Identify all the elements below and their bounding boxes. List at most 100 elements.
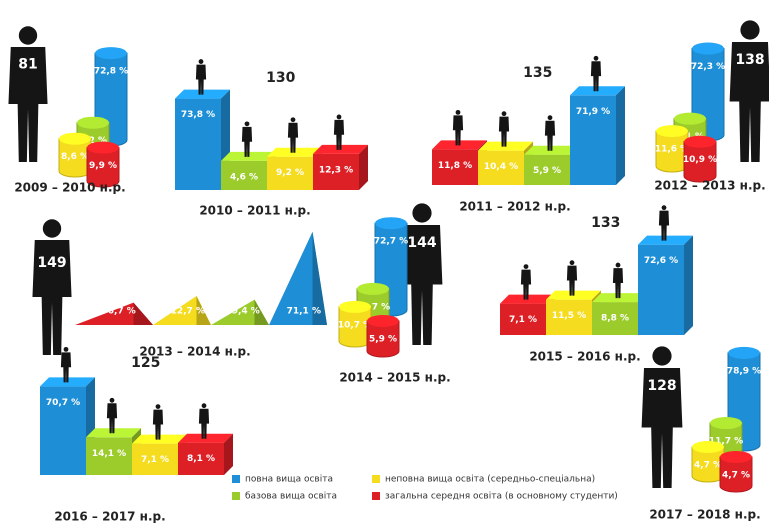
legend-label: базова вища освіта bbox=[245, 492, 337, 502]
person-silhouette bbox=[590, 61, 602, 92]
cylinder-top bbox=[692, 42, 724, 55]
step-side bbox=[224, 433, 233, 475]
value-label: 5,9 % bbox=[533, 166, 561, 176]
value-label: 8,6 % bbox=[61, 152, 89, 162]
value-label: 72,3 % bbox=[691, 62, 725, 72]
value-label: 14,1 % bbox=[92, 449, 126, 459]
person-head bbox=[740, 20, 760, 40]
cylinder-top bbox=[692, 441, 724, 454]
person-silhouette bbox=[729, 42, 769, 162]
cylinder-top bbox=[59, 132, 91, 145]
total-count: 128 bbox=[647, 378, 676, 394]
value-label: 11,7 % bbox=[709, 437, 743, 447]
cylinder-top bbox=[674, 112, 706, 125]
value-label: 9,4 % bbox=[232, 307, 260, 317]
value-label: 4,7 % bbox=[722, 471, 750, 481]
person-silhouette bbox=[658, 210, 670, 241]
total-count: 130 bbox=[266, 70, 295, 86]
legend-label: неповна вища освіта (середньо-спеціальна… bbox=[385, 475, 595, 485]
total-count: 135 bbox=[523, 65, 552, 81]
step-bar bbox=[313, 153, 359, 190]
pyramid-side bbox=[133, 302, 153, 325]
step-bar bbox=[638, 244, 684, 335]
cylinder-top bbox=[87, 141, 119, 154]
person-silhouette bbox=[544, 120, 556, 151]
value-label: 5,9 % bbox=[369, 334, 397, 344]
value-label: 7,1 % bbox=[141, 455, 169, 465]
person-silhouette bbox=[60, 352, 72, 383]
step-bar bbox=[178, 442, 224, 475]
value-label: 11,5 % bbox=[552, 311, 586, 321]
total-count: 133 bbox=[591, 215, 620, 231]
value-label: 9,9 % bbox=[89, 161, 117, 171]
step-bar bbox=[546, 299, 592, 335]
step-bar bbox=[86, 437, 132, 475]
year-label: 2016 – 2017 н.р. bbox=[54, 510, 165, 524]
person-silhouette bbox=[401, 225, 443, 345]
person-head bbox=[652, 346, 672, 366]
value-label: 10,4 % bbox=[484, 162, 518, 172]
person-silhouette bbox=[287, 122, 299, 153]
legend-label: повна вища освіта bbox=[245, 475, 333, 485]
cylinder-top bbox=[684, 135, 716, 148]
value-label: 11,6 % bbox=[655, 145, 689, 155]
cylinder-top bbox=[656, 125, 688, 138]
step-side bbox=[359, 144, 368, 190]
cylinder-top bbox=[95, 47, 127, 60]
person-head bbox=[593, 55, 599, 61]
person-head bbox=[455, 109, 461, 115]
person-head bbox=[109, 397, 115, 403]
total-count: 81 bbox=[18, 56, 37, 72]
step-bar bbox=[500, 303, 546, 335]
person-head bbox=[18, 26, 38, 45]
value-label: 10,7 % bbox=[356, 302, 390, 312]
step-bar bbox=[432, 149, 478, 185]
step-bar bbox=[267, 156, 313, 190]
person-head bbox=[661, 205, 667, 211]
value-label: 72,8 % bbox=[94, 67, 128, 77]
person-silhouette bbox=[241, 126, 253, 157]
cylinder bbox=[86, 147, 120, 188]
cylinder-top bbox=[357, 282, 389, 295]
person-head bbox=[244, 121, 250, 127]
person-head bbox=[198, 59, 204, 64]
person-head bbox=[63, 346, 69, 352]
value-label: 78,9 % bbox=[727, 366, 761, 376]
year-label: 2014 – 2015 н.р. bbox=[339, 371, 450, 385]
value-label: 8,8 % bbox=[601, 314, 629, 324]
person-silhouette bbox=[198, 408, 210, 439]
person-head bbox=[569, 260, 575, 266]
legend-label: загальна середня освіта (в основному сту… bbox=[385, 492, 618, 502]
step-bar bbox=[175, 98, 221, 190]
legend-swatch bbox=[372, 475, 380, 483]
value-label: 4,7 % bbox=[694, 461, 722, 471]
year-label: 2017 – 2018 н.р. bbox=[649, 508, 760, 522]
person-head bbox=[412, 203, 432, 223]
value-label: 72,7 % bbox=[374, 237, 408, 247]
person-head bbox=[290, 117, 296, 123]
year-label: 2009 – 2010 н.р. bbox=[14, 181, 125, 195]
total-count: 125 bbox=[131, 355, 160, 371]
value-label: 12,7 % bbox=[171, 307, 205, 317]
value-label: 71,9 % bbox=[576, 107, 610, 117]
year-label: 2011 – 2012 н.р. bbox=[459, 200, 570, 214]
legend-swatch bbox=[232, 492, 240, 500]
person-silhouette bbox=[612, 268, 624, 299]
cylinder-top bbox=[367, 314, 399, 327]
cylinder-top bbox=[339, 300, 371, 313]
person-silhouette bbox=[106, 403, 118, 434]
step-bar bbox=[592, 302, 638, 335]
cylinder bbox=[719, 456, 753, 493]
total-count: 149 bbox=[37, 255, 66, 271]
step-side bbox=[684, 235, 693, 335]
step-bar bbox=[132, 443, 178, 475]
person-silhouette bbox=[195, 64, 207, 95]
value-label: 11,8 % bbox=[438, 161, 472, 171]
person-silhouette bbox=[333, 119, 345, 150]
person-silhouette bbox=[498, 116, 510, 147]
cylinder bbox=[683, 141, 717, 183]
pyramid-side bbox=[196, 296, 211, 325]
legend-swatch bbox=[232, 475, 240, 483]
person-head bbox=[336, 114, 342, 120]
